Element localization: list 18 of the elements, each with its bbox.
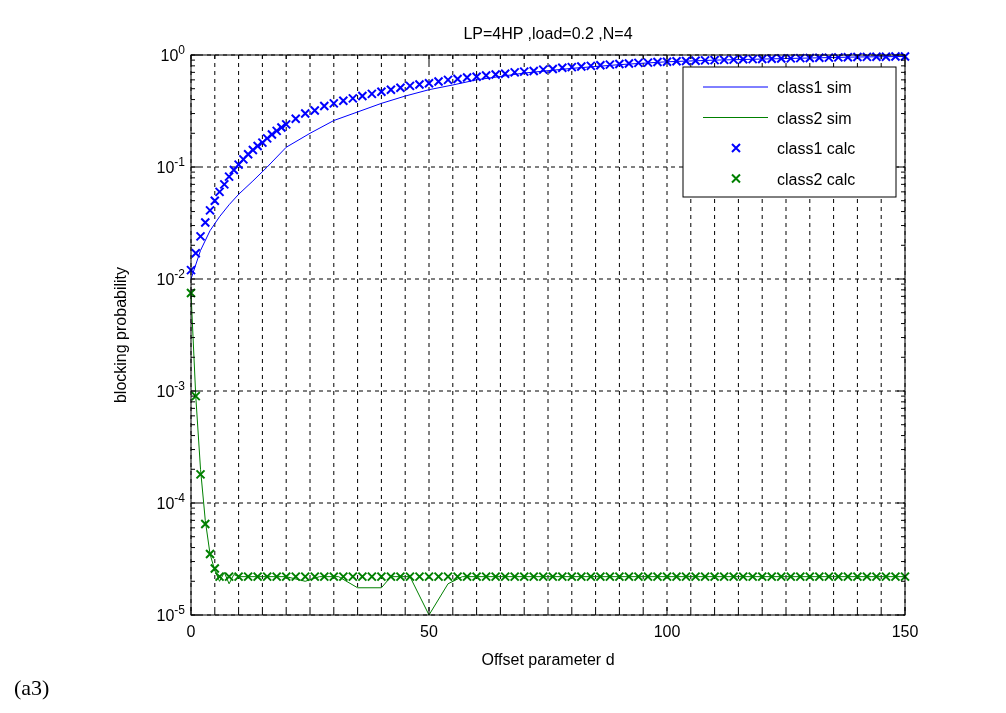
y-tick-label: 10$^{-5}$ [156, 603, 186, 624]
legend-label: class1 sim [777, 79, 852, 96]
y-tick-label: 10$^{-4}$ [156, 491, 186, 512]
x-tick-label: 0 [186, 623, 196, 640]
y-tick-label: 10$^{0}$ [160, 43, 186, 64]
x-tick-label: 50 [420, 623, 438, 640]
chart-title: LP=4HP ,load=0.2 ,N=4 [463, 25, 633, 42]
y-axis-title: blocking probability [112, 266, 129, 404]
x-axis-title: Offset parameter d [481, 651, 615, 668]
x-tick-label: 100 [653, 623, 681, 640]
y-tick-label: 10$^{-2}$ [156, 267, 186, 288]
x-tick-label: 150 [891, 623, 919, 640]
y-tick-label: 10$^{-1}$ [156, 155, 186, 176]
legend-label: class2 sim [777, 109, 852, 127]
y-tick-label: 10$^{-3}$ [156, 379, 186, 400]
text: (a3) [14, 675, 50, 700]
legend-label: class1 calc [777, 140, 856, 157]
legend-label: class2 calc [777, 170, 856, 188]
